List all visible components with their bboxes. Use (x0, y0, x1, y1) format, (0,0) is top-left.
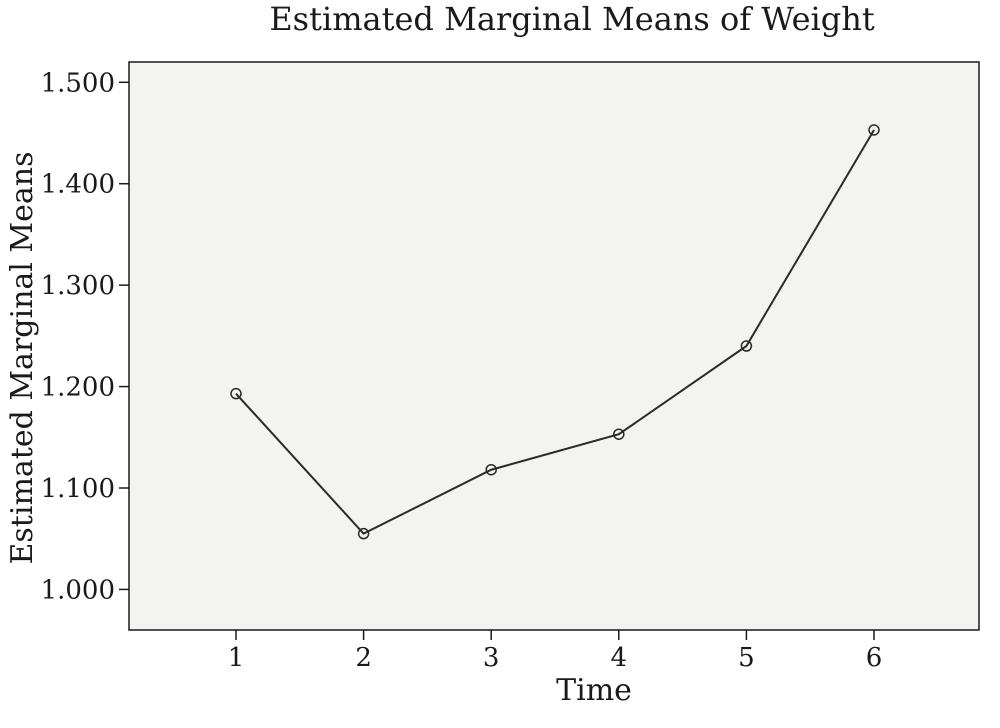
x-tick-label: 5 (738, 643, 755, 673)
data-point (740, 340, 753, 352)
y-axis: 1.000 1.100 1.200 1.300 1.400 1.500 (41, 68, 129, 605)
chart-title: Estimated Marginal Means of Weight (269, 0, 875, 38)
series-layer (230, 124, 880, 540)
data-point (485, 463, 497, 476)
x-axis: 1 2 3 4 5 6 (228, 630, 883, 673)
data-point (868, 124, 880, 136)
x-tick-label: 2 (355, 643, 372, 673)
data-point (357, 527, 370, 540)
y-axis-label: Estimated Marginal Means (5, 152, 40, 565)
y-tick-label: 1.300 (41, 271, 115, 301)
y-tick-label: 1.500 (41, 68, 115, 98)
data-point (230, 387, 242, 400)
series-line (235, 129, 875, 535)
data-point (613, 428, 625, 440)
x-tick-label: 3 (483, 643, 500, 673)
x-tick-label: 4 (611, 643, 628, 673)
x-tick-label: 6 (866, 643, 883, 673)
x-tick-label: 1 (228, 643, 245, 673)
plot-area (128, 61, 980, 631)
y-tick-label: 1.100 (41, 474, 115, 504)
x-axis-label: Time (556, 673, 632, 708)
y-tick-label: 1.000 (41, 575, 115, 605)
y-tick-label: 1.400 (41, 170, 115, 200)
y-tick-label: 1.200 (41, 373, 115, 403)
